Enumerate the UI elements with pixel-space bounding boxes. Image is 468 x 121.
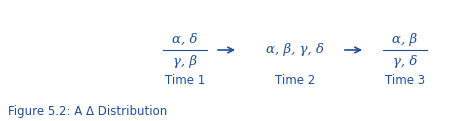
Text: Time 1: Time 1 (165, 75, 205, 87)
Text: α, β: α, β (393, 33, 417, 45)
Text: γ, β: γ, β (173, 54, 197, 68)
Text: γ, δ: γ, δ (393, 54, 417, 68)
Text: α, δ: α, δ (172, 33, 198, 45)
Text: Time 2: Time 2 (275, 75, 315, 87)
Text: α, β, γ, δ: α, β, γ, δ (266, 44, 324, 57)
Text: Time 3: Time 3 (385, 75, 425, 87)
Text: Figure 5.2: A Δ Distribution: Figure 5.2: A Δ Distribution (8, 105, 167, 117)
